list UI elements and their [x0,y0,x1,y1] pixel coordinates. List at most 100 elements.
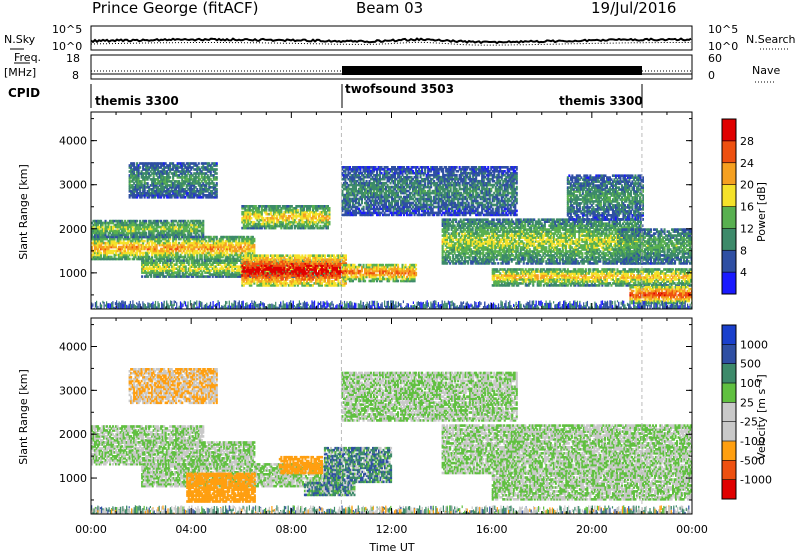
power-cell [130,225,133,229]
power-cell [140,245,143,249]
power-cell [323,254,326,257]
power-cell [274,222,277,226]
power-cell [142,221,145,225]
power-cell [232,237,235,241]
power-cell [163,269,166,272]
power-cell [154,265,157,268]
power-cell [187,269,190,272]
power-cell [176,245,179,249]
power-cell [142,247,145,251]
power-cell [161,243,164,247]
power-cell [253,237,256,241]
power-cell [121,241,124,245]
power-cell [302,216,305,220]
power-cell [226,247,229,251]
power-cell [217,261,220,264]
power-cell [92,255,95,259]
power-cell [200,245,203,249]
power-cell [206,249,209,253]
power-cell [275,214,278,218]
power-cell [164,237,167,241]
power-cell [128,245,131,249]
power-cell [106,249,109,253]
power-cell [278,212,281,216]
power-cell [191,251,194,255]
power-cell [172,221,175,225]
power-cell [148,255,151,259]
power-cell [260,218,263,222]
power-cell [225,273,228,276]
power-cell [156,267,159,270]
power-cell [299,205,302,208]
power-cell [256,210,259,214]
power-cell [103,245,106,249]
power-cell [172,235,175,239]
power-cell [214,267,217,270]
power-cell [154,253,157,257]
power-cell [166,265,169,268]
power-cell [182,227,185,231]
power-cell [205,269,208,272]
power-cell [164,219,167,223]
power-cell [151,247,154,251]
power-cell [242,212,245,216]
power-cell [284,224,287,228]
power-cell [185,221,188,225]
power-cell [142,223,145,227]
power-cell [268,207,271,210]
power-cell [235,261,238,264]
power-cell [182,221,185,225]
power-cell [205,265,208,268]
power-cell [319,220,322,224]
power-cell [179,229,182,233]
power-cell [196,257,199,261]
power-cell [224,241,227,245]
power-cell [254,222,257,226]
power-cell [128,231,131,235]
power-cell [194,227,197,231]
power-cell [182,243,185,247]
power-cell [201,273,204,276]
power-cell [157,237,160,241]
power-cell [139,249,142,253]
power-cell [115,233,118,237]
power-cell [115,231,118,235]
power-cell [220,239,223,243]
power-cell [227,235,230,239]
power-cell [136,247,139,251]
power-cell [122,237,125,241]
power-cell [154,251,157,255]
power-cell [210,269,213,272]
power-cell [119,247,122,251]
power-cell [155,255,158,259]
power-cell [284,207,287,210]
power-cell [139,233,142,237]
power-cell [97,245,100,249]
power-cell [170,251,173,255]
power-cell [186,259,189,262]
nave-tick-bottom: 0 [708,69,715,82]
power-cell [322,220,325,224]
power-cell [196,269,199,272]
power-cell [91,253,94,257]
power-cell [248,214,251,218]
power-cell [283,218,286,222]
power-cell [113,257,116,261]
power-cell [143,219,146,223]
power-cell [187,223,190,227]
power-cell [163,243,166,247]
power-cell [172,259,175,262]
power-cell [155,249,158,253]
power-cell [98,257,101,261]
power-cell [148,257,151,261]
power-cell [140,237,143,241]
power-cell [202,229,205,233]
power-cell [100,219,103,223]
power-cell [163,241,166,245]
power-cell [202,231,205,235]
power-cell [166,261,169,264]
power-cell [208,269,211,272]
power-cell [175,243,178,247]
power-cell [281,220,284,224]
power-cell [156,265,159,268]
